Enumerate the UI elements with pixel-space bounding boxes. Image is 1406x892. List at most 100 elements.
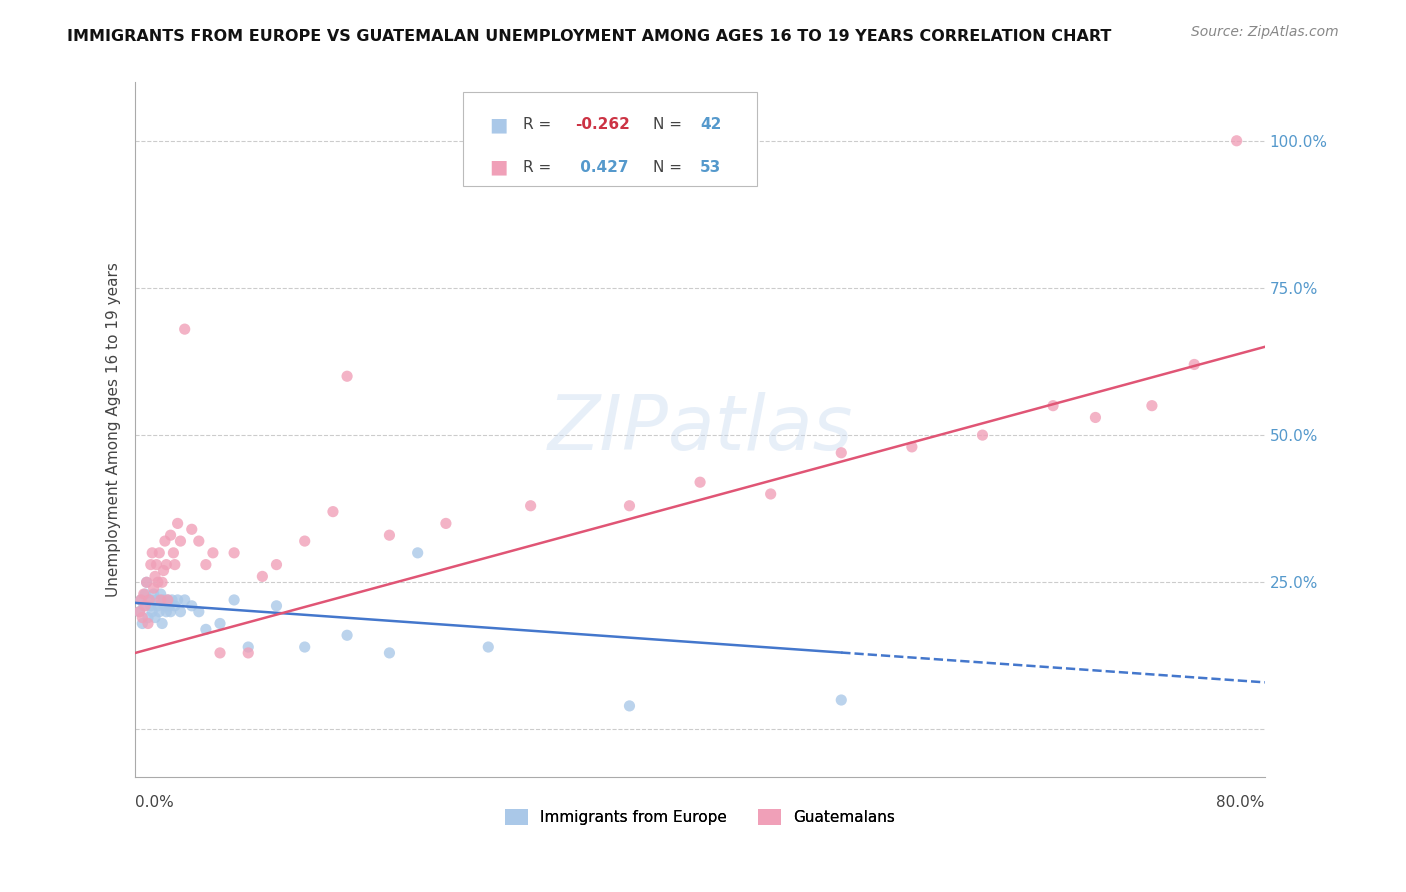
Point xyxy=(160,593,183,607)
Text: R =: R = xyxy=(523,160,555,175)
Point xyxy=(152,593,174,607)
Point xyxy=(238,640,260,654)
Point xyxy=(322,505,344,519)
Point xyxy=(972,428,994,442)
Point xyxy=(138,593,160,607)
Point xyxy=(294,640,316,654)
Point xyxy=(150,616,173,631)
Point xyxy=(294,534,316,549)
Point xyxy=(336,369,359,384)
Point xyxy=(143,610,166,624)
Text: ZIPatlas: ZIPatlas xyxy=(547,392,853,467)
Point xyxy=(224,546,246,560)
Point xyxy=(129,593,152,607)
Text: IMMIGRANTS FROM EUROPE VS GUATEMALAN UNEMPLOYMENT AMONG AGES 16 TO 19 YEARS CORR: IMMIGRANTS FROM EUROPE VS GUATEMALAN UNE… xyxy=(67,29,1112,44)
Text: -0.262: -0.262 xyxy=(575,118,630,133)
Point xyxy=(163,599,186,613)
Legend: Immigrants from Europe, Guatemalans: Immigrants from Europe, Guatemalans xyxy=(499,803,901,831)
Point xyxy=(129,593,152,607)
Point xyxy=(187,605,209,619)
Point xyxy=(157,599,180,613)
Point xyxy=(148,546,170,560)
Point xyxy=(135,575,157,590)
Point xyxy=(131,616,153,631)
Point xyxy=(148,605,170,619)
Point xyxy=(152,564,174,578)
Point xyxy=(830,446,852,460)
Point xyxy=(166,593,188,607)
Text: 42: 42 xyxy=(700,118,721,133)
Point xyxy=(149,593,172,607)
Point xyxy=(138,593,160,607)
Point xyxy=(145,593,167,607)
Y-axis label: Unemployment Among Ages 16 to 19 years: Unemployment Among Ages 16 to 19 years xyxy=(107,261,121,597)
Point xyxy=(336,628,359,642)
Text: ■: ■ xyxy=(489,158,508,177)
Point xyxy=(166,516,188,531)
Point xyxy=(208,646,231,660)
Point xyxy=(131,610,153,624)
Point xyxy=(128,605,150,619)
Point xyxy=(194,558,217,572)
Point xyxy=(153,599,176,613)
Text: N =: N = xyxy=(652,118,686,133)
Point xyxy=(141,546,163,560)
Point xyxy=(1226,134,1249,148)
Point xyxy=(136,616,159,631)
Point xyxy=(155,558,177,572)
Point xyxy=(135,575,157,590)
Point xyxy=(252,569,274,583)
Point xyxy=(180,599,202,613)
Text: 53: 53 xyxy=(700,160,721,175)
Point xyxy=(155,605,177,619)
Point xyxy=(169,605,191,619)
Text: R =: R = xyxy=(523,118,555,133)
Point xyxy=(378,528,401,542)
Point xyxy=(169,534,191,549)
Point xyxy=(173,322,195,336)
Text: 0.427: 0.427 xyxy=(575,160,628,175)
Point xyxy=(163,558,186,572)
Point xyxy=(378,646,401,660)
Point xyxy=(266,558,288,572)
Point xyxy=(201,546,224,560)
Point xyxy=(153,534,176,549)
Point xyxy=(180,522,202,536)
Point xyxy=(519,499,541,513)
Point xyxy=(830,693,852,707)
Point xyxy=(194,623,217,637)
Point xyxy=(1140,399,1163,413)
Point xyxy=(162,546,184,560)
Point xyxy=(238,646,260,660)
Point xyxy=(136,610,159,624)
Point xyxy=(619,698,641,713)
Point xyxy=(145,558,167,572)
Point xyxy=(134,599,156,613)
Point xyxy=(132,599,155,613)
Point xyxy=(689,475,711,490)
Point xyxy=(143,569,166,583)
Point xyxy=(139,558,162,572)
Point xyxy=(128,605,150,619)
Point xyxy=(146,599,169,613)
Point xyxy=(187,534,209,549)
FancyBboxPatch shape xyxy=(463,92,756,186)
Point xyxy=(619,499,641,513)
Point xyxy=(224,593,246,607)
Point xyxy=(159,528,181,542)
Text: Source: ZipAtlas.com: Source: ZipAtlas.com xyxy=(1191,25,1339,39)
Point xyxy=(139,599,162,613)
Point xyxy=(156,593,179,607)
Point xyxy=(150,575,173,590)
Point xyxy=(149,587,172,601)
Point xyxy=(759,487,782,501)
Text: ■: ■ xyxy=(489,115,508,135)
Point xyxy=(132,587,155,601)
Point xyxy=(146,575,169,590)
Point xyxy=(901,440,924,454)
Point xyxy=(156,593,179,607)
Point xyxy=(434,516,457,531)
Text: 0.0%: 0.0% xyxy=(135,795,174,810)
Point xyxy=(1084,410,1107,425)
Point xyxy=(266,599,288,613)
